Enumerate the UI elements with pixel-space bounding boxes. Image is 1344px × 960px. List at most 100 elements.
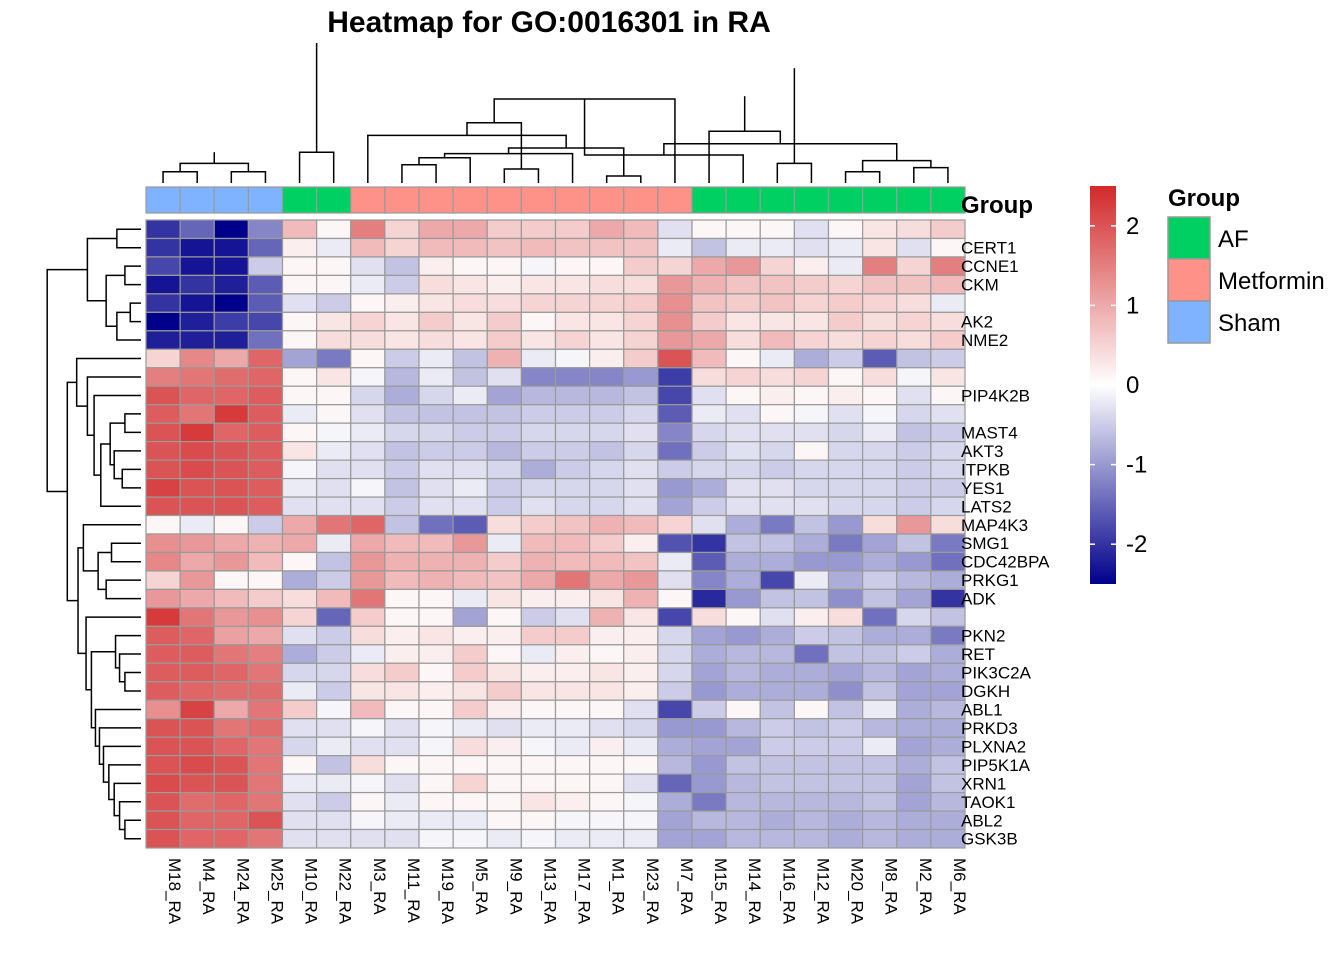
heatmap-cell xyxy=(691,256,727,277)
heatmap-cell xyxy=(350,477,386,498)
heatmap-cell xyxy=(691,662,727,683)
heatmap-cell xyxy=(247,219,284,240)
heatmap-cell xyxy=(520,330,557,350)
heatmap-cell xyxy=(281,367,318,387)
dendrogram-branch xyxy=(466,122,523,169)
heatmap-cell xyxy=(623,644,659,664)
heatmap-cell xyxy=(623,441,659,461)
heatmap-cell xyxy=(384,385,420,406)
heatmap-cell xyxy=(793,755,830,775)
heatmap-cell xyxy=(793,404,830,424)
heatmap-cell xyxy=(145,662,181,683)
heatmap-cell xyxy=(930,791,966,812)
heatmap-cell xyxy=(384,533,420,554)
heatmap-cell xyxy=(657,791,693,812)
heatmap-cell xyxy=(896,681,932,701)
heatmap-cell xyxy=(520,274,557,295)
heatmap-cell xyxy=(623,422,659,443)
annotation-cell xyxy=(657,186,693,214)
heatmap-cell xyxy=(452,367,488,387)
heatmap-cell xyxy=(793,644,830,664)
heatmap-cell xyxy=(759,755,795,775)
heatmap-cell xyxy=(589,441,625,461)
heatmap-cell xyxy=(623,219,659,240)
heatmap-cell xyxy=(179,699,215,720)
heatmap-cell xyxy=(759,367,795,387)
heatmap-cell xyxy=(759,662,795,683)
dendrogram-branch xyxy=(116,228,141,249)
heatmap-cell xyxy=(657,533,693,554)
heatmap-cell xyxy=(793,422,830,443)
row-label: CDC42BPA xyxy=(961,553,1050,572)
heatmap-cell xyxy=(930,681,966,701)
group-annotation-bar xyxy=(145,186,966,214)
heatmap-cell xyxy=(827,404,864,424)
column-label: M25_RA xyxy=(267,858,286,925)
heatmap-cell xyxy=(793,773,830,794)
heatmap-cell xyxy=(623,810,659,831)
heatmap-cell xyxy=(281,736,318,757)
heatmap-cell xyxy=(862,477,898,498)
heatmap-cell xyxy=(452,644,488,664)
heatmap-cell xyxy=(793,348,830,369)
annotation-cell xyxy=(725,186,761,214)
heatmap-cell xyxy=(862,662,898,683)
heatmap-cell xyxy=(281,311,318,332)
heatmap-cell xyxy=(623,533,659,554)
heatmap-cell xyxy=(862,219,898,240)
annotation-cell xyxy=(281,186,318,214)
heatmap-cell xyxy=(589,496,625,517)
heatmap-cells xyxy=(145,219,966,849)
column-label: M13_RA xyxy=(540,858,559,925)
heatmap-cell xyxy=(589,644,625,664)
heatmap-cell xyxy=(145,219,181,240)
heatmap-cell xyxy=(452,681,488,701)
heatmap-cell xyxy=(247,256,284,277)
heatmap-cell xyxy=(657,607,693,627)
heatmap-cell xyxy=(657,570,693,590)
heatmap-cell xyxy=(827,367,864,387)
heatmap-cell xyxy=(452,810,488,831)
heatmap-cell xyxy=(145,514,181,535)
heatmap-cell xyxy=(281,441,318,461)
heatmap-cell xyxy=(145,330,181,350)
heatmap-cell xyxy=(316,219,352,240)
heatmap-cell xyxy=(589,736,625,757)
heatmap-cell xyxy=(554,755,591,775)
heatmap-cell xyxy=(247,681,284,701)
heatmap-cell xyxy=(213,681,249,701)
heatmap-cell xyxy=(554,699,591,720)
column-labels: M18_RA M4_RA M24_RA M25_RA M10_RA M22_RA M3_RA… xyxy=(165,858,969,925)
heatmap-cell xyxy=(896,810,932,831)
heatmap-cell xyxy=(418,219,454,240)
heatmap-cell xyxy=(862,607,898,627)
heatmap-cell xyxy=(554,330,591,350)
heatmap-cell xyxy=(213,274,249,295)
heatmap-cell xyxy=(145,385,181,406)
heatmap-cell xyxy=(827,699,864,720)
heatmap-cell xyxy=(486,330,522,350)
heatmap-cell xyxy=(725,736,761,757)
heatmap-cell xyxy=(657,699,693,720)
heatmap-cell xyxy=(247,551,284,572)
heatmap-cell xyxy=(213,755,249,775)
heatmap-cell xyxy=(179,625,215,646)
heatmap-cell xyxy=(486,773,522,794)
heatmap-cell xyxy=(213,496,249,517)
heatmap-cell xyxy=(896,367,932,387)
heatmap-cell xyxy=(452,625,488,646)
heatmap-cell xyxy=(896,311,932,332)
row-label: AKT3 xyxy=(961,442,1004,461)
heatmap-cell xyxy=(930,385,966,406)
heatmap-cell xyxy=(827,330,864,350)
heatmap-cell xyxy=(213,533,249,554)
dendrogram-branch xyxy=(100,443,141,508)
heatmap-cell xyxy=(827,422,864,443)
row-label: GSK3B xyxy=(961,830,1018,849)
heatmap-cell xyxy=(384,588,420,609)
heatmap-cell xyxy=(793,367,830,387)
heatmap-cell xyxy=(793,625,830,646)
heatmap-cell xyxy=(623,311,659,332)
heatmap-cell xyxy=(554,422,591,443)
heatmap-cell xyxy=(281,718,318,738)
